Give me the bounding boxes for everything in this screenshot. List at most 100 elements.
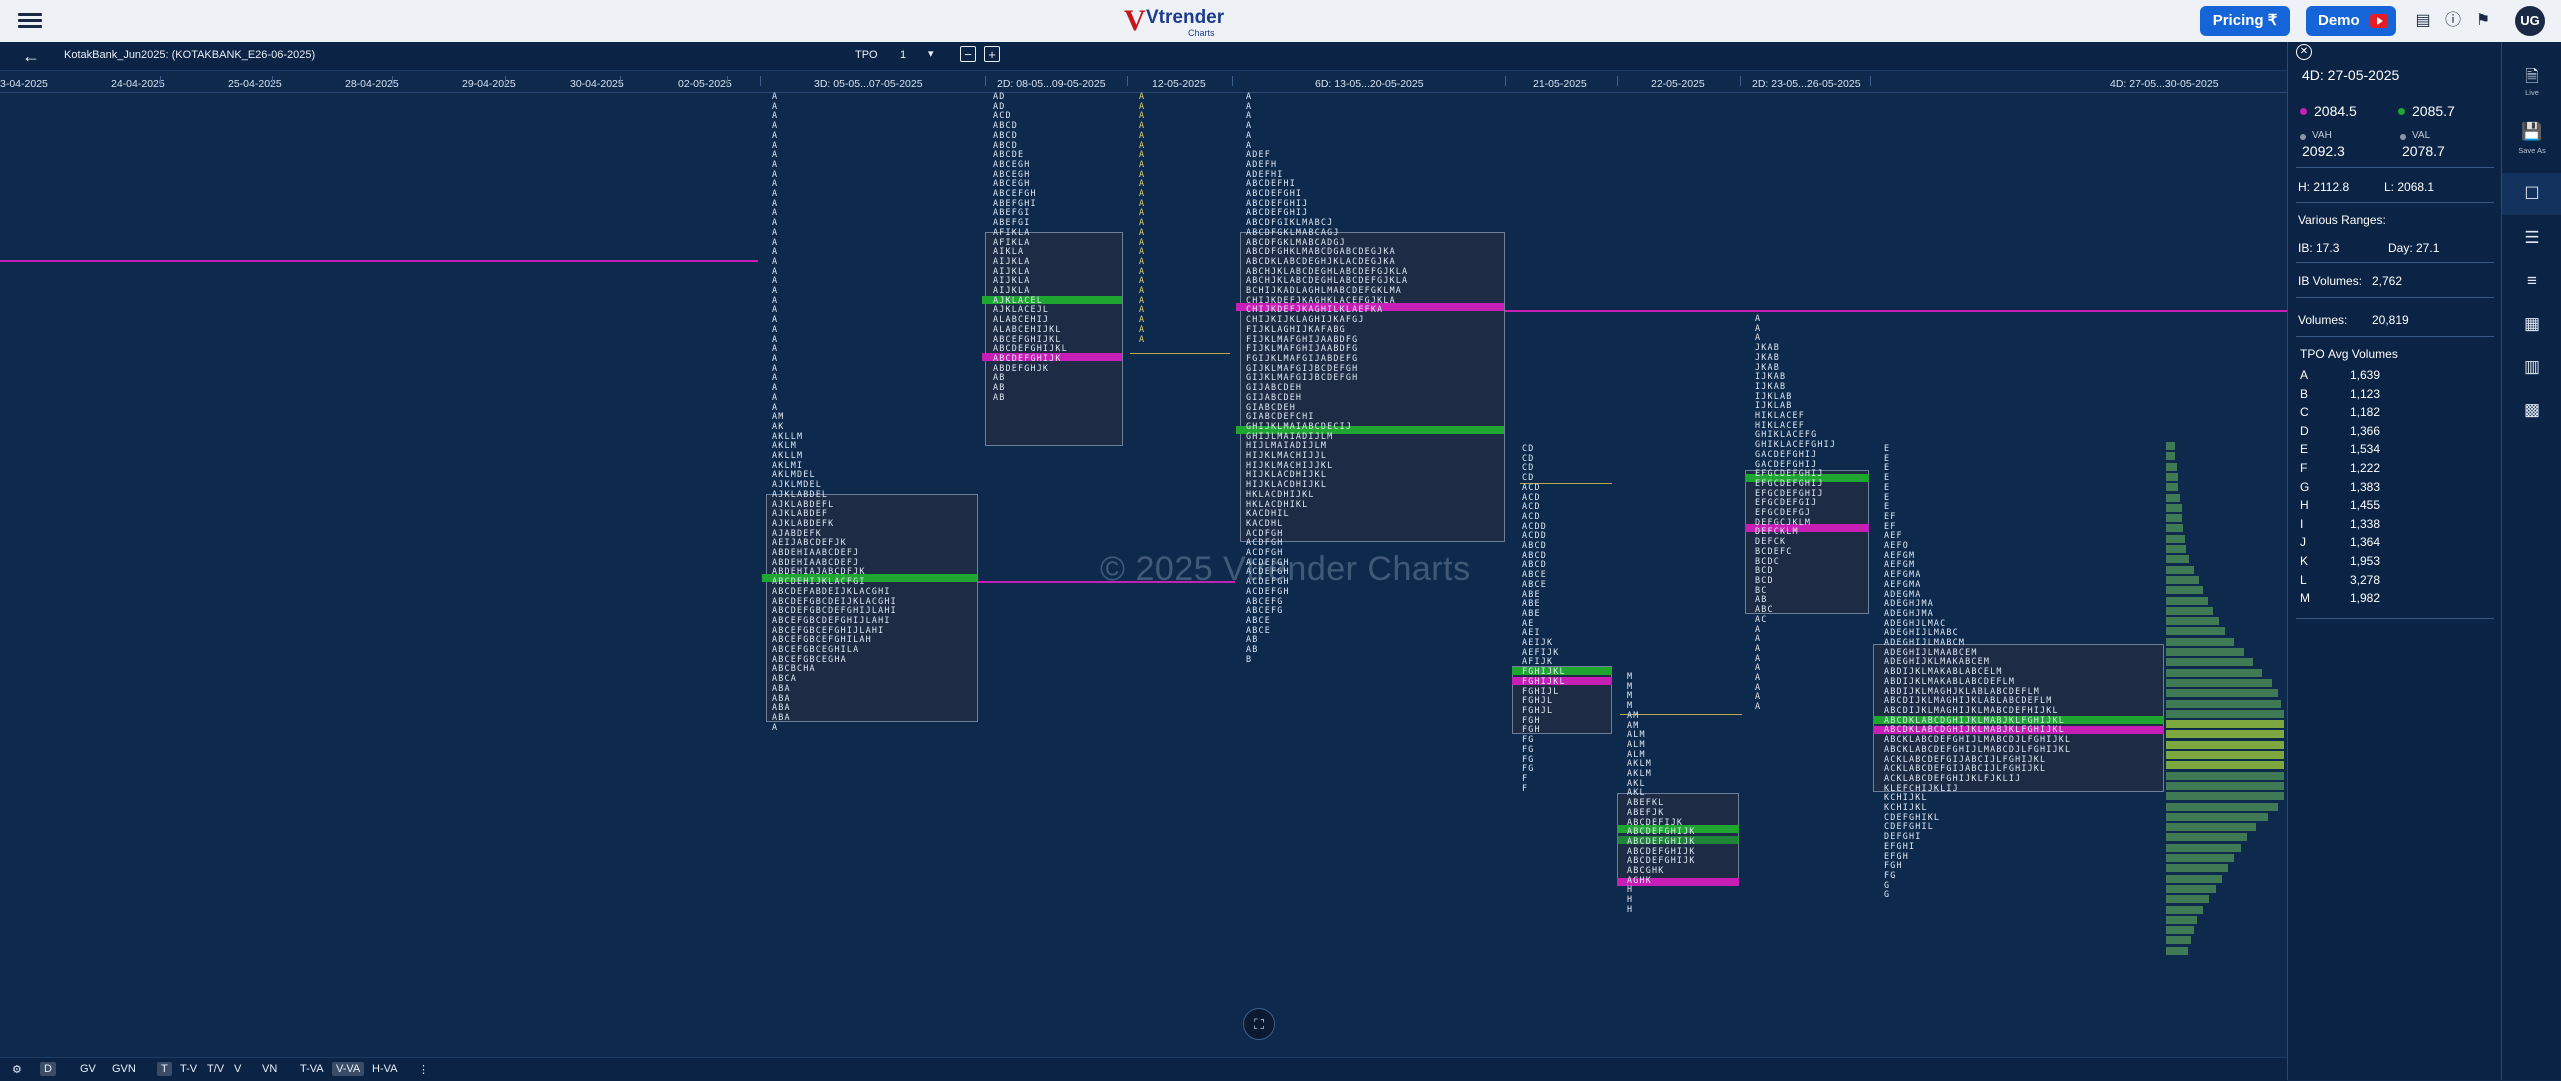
close-icon[interactable]: ✕ [2296,44,2312,60]
value-area-box [1745,470,1869,614]
volumes-label: Volumes: [2298,313,2348,327]
zoom-in-button[interactable]: + [984,46,1000,62]
mode-tv-button[interactable]: T/V [207,1063,225,1075]
columns-icon[interactable]: ▥ [2523,357,2541,376]
mode-t-va-button[interactable]: T-VA [300,1063,324,1075]
tpo-avg-volume: 1,366 [2350,423,2381,438]
volume-bar [2166,545,2186,553]
tpo-volume-row: E 1,534 [2300,442,2380,457]
val-value: 2078.7 [2402,143,2445,159]
zoom-out-button[interactable]: − [960,46,976,62]
vah-value: 2092.3 [2302,143,2345,159]
mode-v-va-button[interactable]: V-VA [332,1062,365,1076]
tpo-avg-volume: 1,982 [2350,591,2381,606]
volume-bar [2166,709,2284,718]
volume-bar [2166,575,2199,584]
grid-icon[interactable]: ▦ [2523,314,2541,333]
volume-bar [2166,771,2284,780]
axis-tick [505,76,506,86]
volume-bar [2166,555,2189,564]
mode-h-va-button[interactable]: H-VA [372,1063,398,1075]
tpo-avg-volume: 1,123 [2350,386,2381,401]
volume-bar [2166,503,2182,512]
tpo-letter: M [2300,591,2310,606]
square-tool-icon[interactable]: ☐ [2524,184,2540,203]
tpo-label: TPO [855,49,878,61]
value-area-box [766,494,978,722]
mode-gvn-button[interactable]: GVN [112,1063,136,1075]
demo-button[interactable]: Demo [2306,6,2396,36]
single-print-line [1130,353,1230,354]
hamburger-menu-icon[interactable] [18,10,42,32]
tpo-volume-row: C 1,182 [2300,405,2380,419]
tiles-icon[interactable]: ▩ [2523,400,2541,419]
pricing-button[interactable]: Pricing ₹ [2200,6,2290,36]
back-arrow-icon[interactable]: ← [22,46,40,66]
live-page-icon[interactable]: 🗎 [2525,67,2539,86]
ranges-label: Various Ranges: [2298,213,2386,227]
tpo-letter: B [2300,386,2309,401]
tpo-volume-row: J 1,364 [2300,535,2380,550]
tpo-profile-6d-13-05: A A A A A A ADEF ADEFH ADEFHI ABCDEFHI A… [1246,91,1409,664]
bookmark-icon[interactable]: ⚑ [2475,12,2491,29]
axis-tick [1505,76,1506,86]
tpo-letter: E [2300,442,2309,457]
mode-vn-button[interactable]: VN [262,1063,278,1075]
axis-tick [620,76,621,86]
tpo-profile-3d-05-05: A A A A A A A A A A A A A A A A A A A A … [772,91,897,732]
volume-bar [2166,802,2278,811]
date-label: 24-04-2025 [111,78,165,90]
tpo-column-header: TPO [2300,347,2325,361]
prior-value-line [975,581,1235,583]
tpo-letter: L [2300,572,2307,587]
demo-label: Demo [2318,12,2360,29]
volume-bar [2166,472,2178,481]
date-label: 25-04-2025 [228,78,282,90]
date-label: 30-04-2025 [570,78,624,90]
notes-icon[interactable]: ☰ [2524,228,2540,247]
tpo-volume-row: D 1,366 [2300,424,2380,438]
document-icon[interactable]: ▤ [2415,12,2431,29]
volume-bar [2166,833,2247,842]
tpo-volume-row: L 3,278 [2300,572,2380,587]
tpo-size-select[interactable]: 1 [900,49,907,61]
tpo-chart[interactable]: A A A A A A A A A A A A A A A A A A A A … [0,91,2287,1057]
chart-toolbar: ← KotakBank_Jun2025: (KOTAKBANK_E26-06-2… [0,42,2287,71]
volume-bar [2166,606,2213,615]
user-avatar[interactable]: UG [2515,6,2545,36]
date-label: 28-04-2025 [345,78,399,90]
divider [2296,297,2494,298]
chevron-down-icon[interactable]: ▾ [928,48,934,60]
divider [2296,262,2494,263]
axis-tick [1870,76,1871,86]
divider [2296,167,2494,168]
vpoc-band [1512,667,1612,675]
volume-bar [2166,730,2284,739]
save-disk-icon[interactable]: 💾 [2521,122,2543,141]
tpo-letter: J [2300,535,2306,550]
date-label: 02-05-2025 [678,78,732,90]
poc-value: 2084.5 [2314,103,2357,119]
tpo-avg-volume: 1,222 [2350,461,2381,475]
info-icon[interactable]: ⓘ [2444,12,2461,29]
list-icon[interactable]: ≡ [2527,271,2537,290]
volume-bar [2166,678,2272,687]
settings-gear-icon[interactable]: ⚙ [12,1064,22,1076]
mode-t-v-button[interactable]: T-V [180,1063,198,1075]
mode-d-button[interactable]: D [40,1062,56,1076]
axis-tick [1740,76,1741,86]
mode-t-button[interactable]: T [157,1062,172,1076]
value-area-box [1240,232,1505,542]
mode-gv-button[interactable]: GV [80,1063,96,1075]
poc-band [982,353,1122,361]
volume-bar [2166,462,2177,471]
tpo-volume-row: I 1,338 [2300,517,2380,531]
volume-bar [2166,699,2281,708]
vpoc-band [982,296,1122,304]
more-vertical-icon[interactable]: ⋮ [418,1064,429,1076]
poc-dot-icon [2300,108,2307,115]
single-print-line [1620,714,1742,715]
mode-v-button[interactable]: V [234,1063,242,1075]
volume-bar [2166,524,2183,533]
fullscreen-icon[interactable]: ⛶ [1243,1008,1275,1040]
